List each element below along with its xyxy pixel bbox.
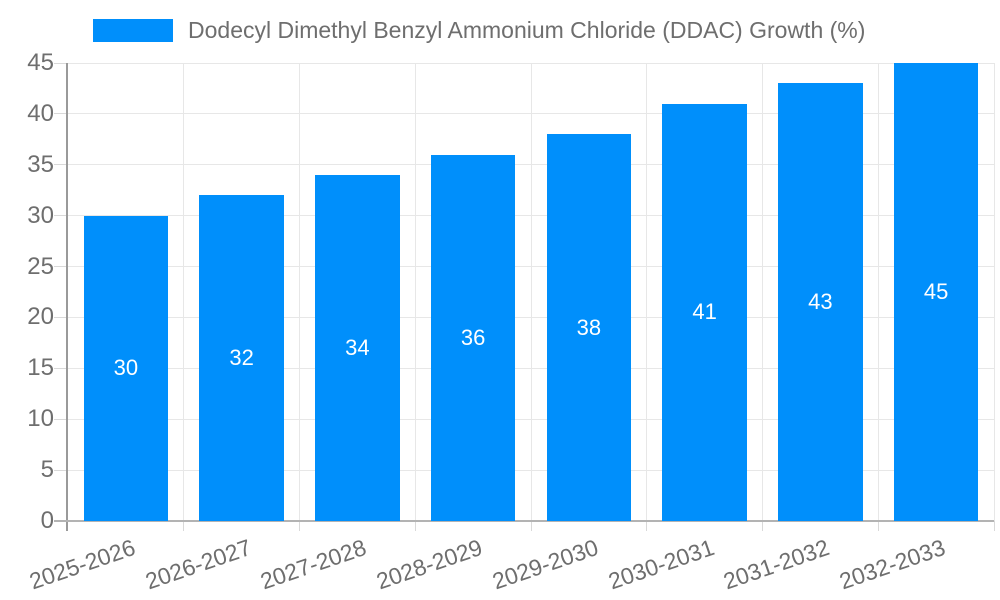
y-axis-tick: [54, 62, 68, 64]
y-tick-label: 35: [27, 150, 54, 178]
x-axis-tick: [414, 521, 416, 531]
bar[interactable]: 43: [778, 83, 863, 521]
gridline-v: [762, 63, 763, 521]
bar-value-label: 43: [808, 289, 833, 315]
bar[interactable]: 41: [662, 103, 747, 521]
x-axis-tick: [530, 521, 532, 531]
bar[interactable]: 34: [315, 174, 400, 521]
bar-value-label: 38: [576, 314, 602, 340]
y-axis-tick: [54, 215, 68, 217]
gridline-v: [646, 63, 648, 521]
y-axis-tick: [54, 367, 68, 369]
x-axis-tick: [993, 521, 995, 531]
bar-value-label: 34: [345, 334, 370, 360]
y-axis-tick: [54, 164, 68, 166]
bar-value-label: 36: [460, 324, 486, 350]
y-axis-tick: [54, 113, 68, 115]
y-axis-tick: [54, 266, 68, 268]
y-tick-label: 15: [27, 354, 54, 382]
y-tick-label: 20: [27, 303, 54, 331]
gridline-v: [993, 63, 995, 521]
bar-value-label: 41: [692, 299, 717, 325]
bar[interactable]: 45: [893, 63, 979, 521]
legend-swatch[interactable]: [93, 18, 173, 42]
y-axis-tick: [54, 316, 68, 318]
y-axis-tick: [54, 418, 68, 420]
bar[interactable]: 36: [430, 154, 516, 521]
y-axis-tick: [54, 469, 68, 471]
bar-value-label: 30: [113, 355, 139, 381]
x-axis-line: [54, 520, 994, 522]
x-axis-tick: [183, 521, 185, 531]
x-axis-tick: [299, 521, 300, 531]
gridline-v: [877, 63, 879, 521]
y-tick-label: 10: [27, 405, 54, 433]
y-tick-label: 0: [40, 507, 54, 534]
bar[interactable]: 30: [83, 215, 169, 521]
gridline-v: [530, 63, 532, 521]
x-axis-tick: [646, 521, 648, 531]
y-tick-label: 40: [27, 99, 54, 127]
x-axis-tick: [877, 521, 879, 531]
y-tick-label: 5: [40, 456, 54, 484]
legend-label: Dodecyl Dimethyl Benzyl Ammonium Chlorid…: [188, 17, 866, 43]
bar-value-label: 32: [229, 345, 254, 371]
gridline-v: [183, 63, 185, 521]
y-axis-line: [66, 63, 68, 531]
bar[interactable]: 32: [199, 195, 284, 521]
y-tick-label: 45: [27, 49, 54, 76]
bar-value-label: 45: [923, 279, 949, 304]
y-tick-label: 30: [27, 201, 54, 229]
gridline-v: [414, 63, 416, 521]
bar[interactable]: 38: [546, 134, 632, 521]
legend[interactable]: Dodecyl Dimethyl Benzyl Ammonium Chlorid…: [93, 16, 865, 44]
x-axis-tick: [762, 521, 763, 531]
gridline-v: [299, 63, 300, 521]
y-tick-label: 25: [27, 252, 54, 280]
